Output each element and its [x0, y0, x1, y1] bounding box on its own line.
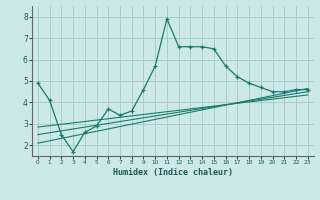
X-axis label: Humidex (Indice chaleur): Humidex (Indice chaleur) [113, 168, 233, 177]
